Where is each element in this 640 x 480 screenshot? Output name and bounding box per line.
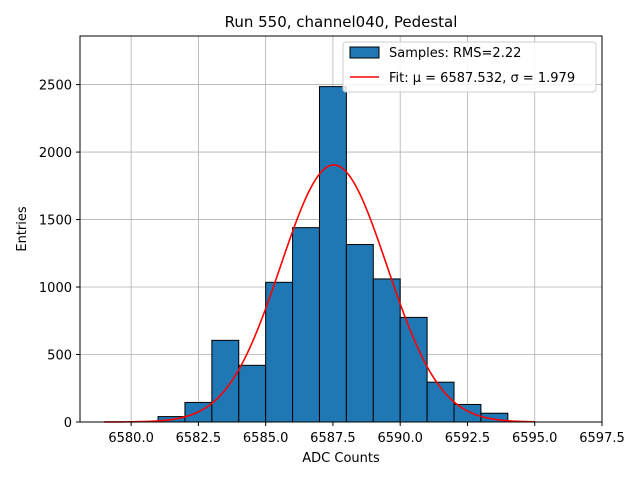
y-axis: 0 500 1000 1500 2000 2500 bbox=[39, 79, 80, 431]
y-axis-label: Entries bbox=[15, 206, 30, 252]
histogram-bar bbox=[399, 316, 428, 423]
y-tick-label: 1500 bbox=[39, 214, 72, 229]
legend: Samples: RMS=2.22 Fit: μ = 6587.532, σ =… bbox=[342, 41, 597, 93]
legend-label-samples: Samples: RMS=2.22 bbox=[389, 46, 521, 61]
histogram-bar bbox=[211, 339, 240, 423]
y-tick-label: 500 bbox=[47, 349, 72, 364]
x-tick-label: 6597.5 bbox=[579, 431, 625, 446]
histogram-bar bbox=[345, 244, 374, 423]
y-tick-label: 2500 bbox=[39, 79, 72, 94]
x-tick-label: 6592.5 bbox=[445, 431, 491, 446]
chart-title: Run 550, channel040, Pedestal bbox=[225, 13, 458, 31]
legend-label-fit: Fit: μ = 6587.532, σ = 1.979 bbox=[389, 71, 575, 86]
y-tick-label: 1000 bbox=[39, 281, 72, 296]
histogram-bar bbox=[453, 403, 482, 423]
legend-box bbox=[342, 41, 597, 93]
x-tick-label: 6595.0 bbox=[512, 431, 558, 446]
fit-curve-layer bbox=[104, 164, 535, 423]
x-tick-label: 6582.5 bbox=[176, 431, 222, 446]
histogram-bar bbox=[292, 227, 320, 423]
histogram-bar bbox=[318, 86, 347, 423]
plot-frame bbox=[79, 35, 603, 423]
histogram-bar bbox=[265, 281, 294, 423]
histogram-bar bbox=[238, 364, 267, 423]
x-tick-label: 6585.0 bbox=[243, 431, 289, 446]
histogram-bar bbox=[372, 278, 401, 423]
fit-curve bbox=[104, 164, 535, 423]
legend-swatch-samples bbox=[349, 46, 380, 59]
y-tick-label: 2000 bbox=[39, 146, 72, 161]
x-tick-label: 6590.0 bbox=[377, 431, 423, 446]
y-tick-label: 0 bbox=[64, 416, 72, 431]
x-axis-label: ADC Counts bbox=[302, 451, 380, 466]
x-tick-label: 6587.5 bbox=[310, 431, 356, 446]
x-axis: 6580.0 6582.5 6585.0 6587.5 6590.0 6592.5 6595… bbox=[108, 422, 625, 446]
x-tick-label: 6580.0 bbox=[108, 431, 154, 446]
